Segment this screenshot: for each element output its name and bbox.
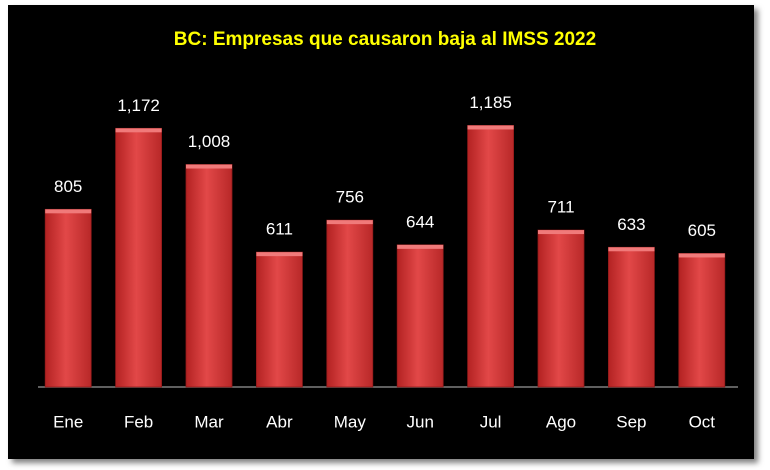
bar-top — [678, 253, 725, 258]
value-label: 1,172 — [117, 96, 160, 115]
bar — [115, 127, 162, 388]
bar-top — [326, 220, 373, 225]
x-tick-label: Jul — [480, 412, 502, 431]
value-label: 1,185 — [469, 93, 512, 112]
x-tick-label: Oct — [689, 412, 716, 431]
bar — [185, 164, 233, 388]
value-label: 1,008 — [188, 132, 231, 151]
bar — [608, 246, 655, 388]
x-tick-label: Abr — [266, 412, 293, 431]
bar — [44, 208, 92, 388]
chart-title: BC: Empresas que causaron baja al IMSS 2… — [174, 29, 596, 50]
bar-top — [115, 128, 162, 133]
bar — [678, 253, 726, 388]
x-tick-label: Feb — [124, 412, 153, 431]
bar — [467, 125, 515, 388]
bar-top — [45, 209, 92, 214]
bar — [396, 244, 444, 388]
value-label: 711 — [547, 198, 574, 217]
value-label: 633 — [617, 215, 645, 234]
bar — [326, 219, 374, 388]
value-label: 756 — [336, 188, 364, 207]
x-tick-label: Sep — [616, 412, 646, 431]
value-label: 644 — [406, 212, 434, 231]
bar-top — [186, 164, 232, 169]
bar-top — [538, 230, 584, 235]
bar-top — [397, 244, 444, 249]
bar-top — [256, 252, 303, 257]
value-label: 805 — [54, 177, 82, 196]
x-tick-label: Mar — [194, 412, 224, 431]
x-tick-label: Ago — [546, 412, 576, 431]
bar-top — [467, 125, 514, 130]
bar-top — [608, 247, 655, 252]
bar — [537, 229, 585, 388]
value-label: 611 — [266, 220, 293, 239]
bar — [255, 251, 303, 388]
x-tick-label: Ene — [53, 412, 83, 431]
x-tick-label: May — [334, 412, 367, 431]
value-label: 605 — [688, 221, 716, 240]
x-tick-label: Jun — [406, 412, 433, 431]
